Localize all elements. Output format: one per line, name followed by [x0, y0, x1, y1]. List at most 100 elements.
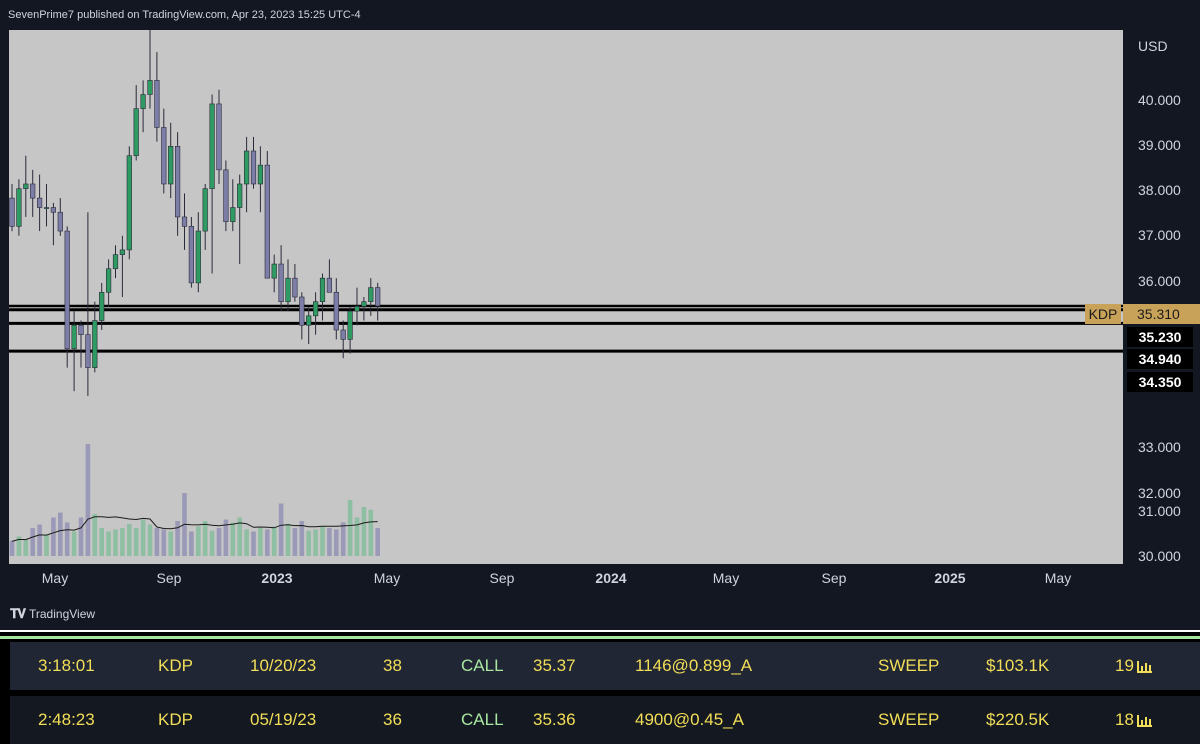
candle-body: [154, 80, 160, 128]
candle-body: [50, 207, 56, 213]
volume-bar: [354, 517, 360, 556]
volume-bar: [64, 522, 70, 556]
tradingview-brand[interactable]: 𝐓𝐕 TradingView: [10, 606, 95, 622]
price-tick: 31.000: [1138, 503, 1181, 519]
candle-body: [112, 254, 119, 270]
time-tick: May: [1044, 570, 1072, 586]
candle-body: [71, 324, 77, 350]
volume-bar: [347, 500, 353, 556]
brand-name: TradingView: [29, 607, 96, 621]
bar-chart-icon: [1136, 714, 1152, 727]
volume-bar: [216, 528, 222, 556]
flow-ticker: KDP: [158, 656, 193, 675]
flow-row[interactable]: 2:48:23 KDP 05/19/23 36 CALL 35.36 4900@…: [10, 696, 1200, 744]
candle-body: [147, 80, 153, 95]
time-tick: Sep: [156, 570, 182, 586]
volume-bar: [223, 519, 229, 556]
candle-body: [188, 226, 195, 284]
candle-body: [106, 268, 112, 293]
candle-body: [319, 277, 326, 303]
time-tick-year: 2023: [261, 570, 293, 586]
candle-body: [126, 155, 132, 251]
volume-bar: [71, 531, 77, 556]
candle-body: [85, 334, 91, 368]
flow-size-price: 4900@0.45_A: [635, 710, 744, 729]
flow-row[interactable]: 3:18:01 KDP 10/20/23 38 CALL 35.37 1146@…: [10, 642, 1200, 690]
candle-body: [306, 315, 312, 326]
volume-bar: [58, 512, 63, 556]
flow-premium: $103.1K: [986, 656, 1050, 675]
volume-bar: [9, 540, 15, 556]
candle-body: [36, 197, 43, 208]
flow-count-value: 18: [1115, 710, 1134, 729]
volume-bar: [92, 514, 98, 556]
price-axis[interactable]: USD 40.000 39.000 38.000 37.000 36.000 3…: [1085, 30, 1200, 564]
volume-bar: [265, 529, 270, 556]
level-badge: 34.350: [1127, 372, 1193, 392]
volume-bar: [99, 528, 104, 556]
flow-spot: 35.37: [533, 656, 576, 675]
volume-bar: [44, 535, 49, 556]
candle-body: [285, 277, 291, 303]
candle-body: [161, 127, 167, 185]
volume-bar: [285, 523, 291, 556]
volume-bar: [299, 521, 305, 556]
candle-body: [312, 301, 319, 317]
candle-body: [264, 164, 270, 279]
flow-order-type: SWEEP: [878, 710, 940, 729]
volume-bar: [202, 521, 208, 556]
candle-body: [181, 216, 188, 227]
volume-bar: [16, 536, 22, 556]
flow-strike: 38: [383, 656, 402, 675]
flow-strike: 36: [383, 710, 402, 729]
plot-area[interactable]: [9, 23, 1123, 564]
volume-bar: [278, 503, 284, 556]
candle-body: [368, 287, 374, 303]
volume-bar: [196, 526, 201, 556]
tradingview-logo-icon: 𝐓𝐕: [10, 606, 26, 621]
price-tick: 39.000: [1138, 137, 1181, 153]
publish-header: SevenPrime7 published on TradingView.com…: [8, 9, 361, 21]
candle-body: [92, 320, 98, 368]
volume-bar: [168, 531, 173, 556]
candle-body: [23, 183, 29, 189]
candle-body: [202, 188, 208, 232]
candle-body: [209, 103, 215, 189]
volume-bar: [37, 524, 42, 556]
volume-bar: [320, 526, 325, 556]
flow-expiry: 05/19/23: [250, 710, 317, 729]
symbol-label: KDP: [1085, 304, 1121, 324]
volume-bar: [209, 530, 215, 556]
time-axis[interactable]: May Sep 2023 May Sep 2024 May Sep 2025 M…: [9, 564, 1123, 596]
price-tick: 32.000: [1138, 485, 1181, 501]
candle-body: [175, 146, 181, 218]
candle-body: [333, 291, 339, 331]
candle-body: [347, 310, 353, 340]
flow-type: CALL: [461, 656, 504, 675]
price-chart[interactable]: [9, 23, 1123, 564]
candle-body: [250, 150, 257, 185]
volume-bar: [120, 528, 125, 556]
price-tick: 36.000: [1138, 273, 1181, 289]
level-badge: 35.230: [1127, 327, 1193, 347]
bar-chart-icon: [1136, 660, 1152, 673]
time-tick: May: [712, 570, 740, 586]
last-price-badge: KDP 35.310: [1085, 304, 1200, 324]
price-tick: 37.000: [1138, 227, 1181, 243]
volume-bar: [127, 523, 132, 556]
candle-body: [57, 211, 63, 232]
volume-bar: [292, 528, 298, 556]
last-price-value: 35.310: [1137, 306, 1180, 322]
candle-body: [78, 324, 84, 335]
flow-type: CALL: [461, 710, 504, 729]
volume-bar: [271, 526, 277, 556]
volume-bar: [306, 530, 311, 556]
candle-body: [237, 183, 243, 208]
candle-body: [16, 188, 22, 227]
time-tick: May: [373, 570, 401, 586]
time-tick: May: [41, 570, 69, 586]
volume-bar: [106, 531, 111, 556]
candle-body: [257, 164, 264, 185]
volume-bar: [361, 507, 367, 556]
candle-body: [133, 108, 139, 157]
